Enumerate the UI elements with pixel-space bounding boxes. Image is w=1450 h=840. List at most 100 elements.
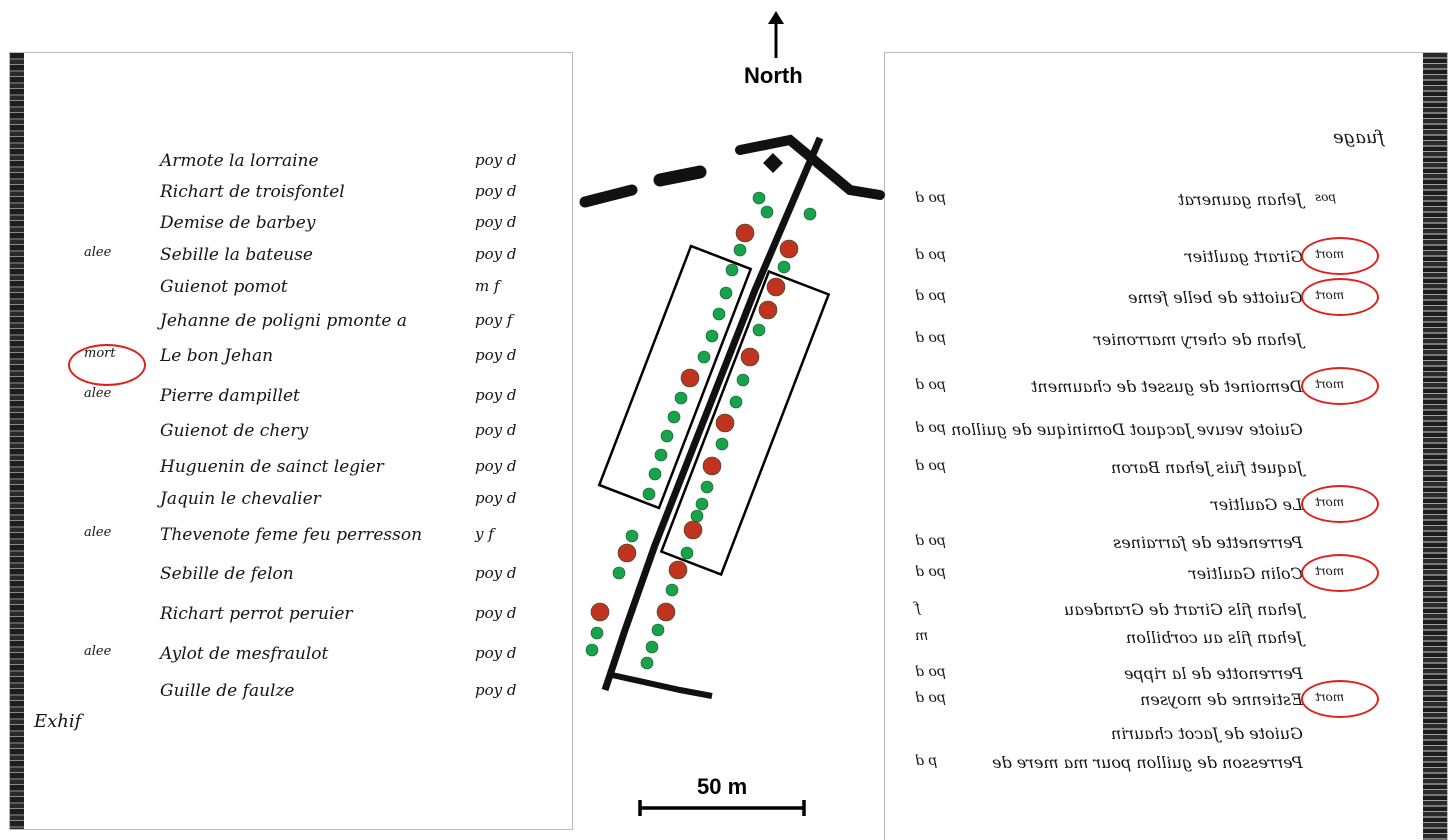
entry-name: Demise de barbey <box>160 213 316 233</box>
entry-name: Thevenote feme feu perresson <box>160 525 423 545</box>
entry-mark: alee <box>84 644 112 659</box>
entry-amount: y f <box>475 525 494 543</box>
road-map <box>579 134 885 699</box>
left-corner-note: Exhif <box>34 711 82 732</box>
red-site-marker <box>715 413 735 433</box>
death-mark-circle <box>1301 554 1379 592</box>
entry-amount: poy d <box>475 421 517 439</box>
green-site-marker <box>665 583 679 597</box>
green-site-marker <box>625 529 639 543</box>
green-site-marker <box>645 640 659 654</box>
green-site-marker <box>695 497 709 511</box>
entry-amount: poy d <box>475 386 517 404</box>
green-site-marker <box>651 623 665 637</box>
register-entry: Sebille la bateuse poy d alee <box>10 245 572 279</box>
entry-name: Sebille la bateuse <box>160 245 313 265</box>
green-site-marker <box>660 429 674 443</box>
register-entry: Thevenote feme feu perresson y f alee <box>10 525 572 559</box>
entry-mark: alee <box>84 245 112 260</box>
register-entry: Richart de troisfontel poy d <box>10 182 572 216</box>
survey-box-east <box>659 269 831 577</box>
entry-name: Huguenin de sainct legier <box>160 457 384 477</box>
red-site-marker <box>680 368 700 388</box>
entry-name: Armote la lorraine <box>160 151 319 171</box>
register-entry: Richart perrot peruier poy d <box>10 604 572 638</box>
red-site-marker <box>735 223 755 243</box>
register-entry: Armote la lorraine poy d <box>10 151 572 185</box>
marker-layer <box>585 191 817 670</box>
green-site-marker <box>667 410 681 424</box>
entry-mark: alee <box>84 525 112 540</box>
green-site-marker <box>674 391 688 405</box>
entry-name: Guienot pomot <box>160 277 288 297</box>
entry-amount: poy d <box>475 245 517 263</box>
entry-amount: poy d <box>475 644 517 662</box>
entry-amount: poy d <box>475 604 517 622</box>
green-site-marker <box>719 286 733 300</box>
register-entry: Guille de faulze poy d <box>10 681 572 715</box>
register-entry: Pierre dampillet poy d alee <box>10 386 572 420</box>
red-site-marker <box>683 520 703 540</box>
green-site-marker <box>585 643 599 657</box>
death-mark-circle <box>1301 278 1379 316</box>
entry-name: Le bon Jehan <box>160 346 274 366</box>
red-site-marker <box>668 560 688 580</box>
entry-name: Pierre dampillet <box>160 386 300 406</box>
entry-amount: m f <box>475 277 500 295</box>
left-register-page: Armote la lorraine poy d Richart de troisf… <box>9 52 573 830</box>
entry-amount: poy d <box>475 564 517 582</box>
entry-name: Aylot de mesfraulot <box>160 644 329 664</box>
north-arrow <box>768 11 784 58</box>
entry-name: Jaquin le chevalier <box>160 489 321 509</box>
red-site-marker <box>617 543 637 563</box>
register-entry: Jaquin le chevalier poy d <box>10 489 572 523</box>
red-site-marker <box>758 300 778 320</box>
entry-amount: poy d <box>475 681 517 699</box>
death-mark-circle <box>1301 680 1379 718</box>
entry-amount: poy d <box>475 489 517 507</box>
red-site-marker <box>779 239 799 259</box>
right-register-page: fuage Jehan gaunerat po d pos Girart gaulti… <box>884 52 1448 840</box>
page-edge-shadow <box>10 53 24 829</box>
survey-box-west <box>597 244 753 510</box>
entry-amount: poy d <box>475 213 517 231</box>
death-mark-circle <box>68 344 146 386</box>
green-site-marker <box>733 243 747 257</box>
register-entry: Jehanne de poligni pmonte a poy f <box>10 311 572 345</box>
green-site-marker <box>700 480 714 494</box>
green-site-marker <box>612 566 626 580</box>
green-site-marker <box>803 207 817 221</box>
entry-name: Guienot de chery <box>160 421 309 441</box>
green-site-marker <box>777 260 791 274</box>
red-site-marker <box>766 277 786 297</box>
red-site-marker <box>740 347 760 367</box>
red-site-marker <box>590 602 610 622</box>
register-entry: Guienot pomot m f <box>10 277 572 311</box>
entry-name: Sebille de felon <box>160 564 294 584</box>
death-mark-circle <box>1301 367 1379 405</box>
register-entry: Guienot de chery poy d <box>10 421 572 455</box>
green-site-marker <box>642 487 656 501</box>
register-entry: Demise de barbey poy d <box>10 213 572 247</box>
green-site-marker <box>715 437 729 451</box>
register-entry: Huguenin de sainct legier poy d <box>10 457 572 491</box>
green-site-marker <box>648 467 662 481</box>
entry-amount: poy f <box>475 311 513 329</box>
green-site-marker <box>680 546 694 560</box>
register-entry: Aylot de mesfraulot poy d alee <box>10 644 572 678</box>
green-site-marker <box>729 395 743 409</box>
page-edge-shadow <box>1423 53 1447 840</box>
entry-name: Richart de troisfontel <box>160 182 345 202</box>
entry-name: Guille de faulze <box>160 681 295 701</box>
entry-amount: poy d <box>475 182 517 200</box>
green-site-marker <box>752 191 766 205</box>
entry-amount: poy d <box>475 346 517 364</box>
entry-name: Richart perrot peruier <box>160 604 353 624</box>
green-site-marker <box>725 263 739 277</box>
green-site-marker <box>654 448 668 462</box>
green-site-marker <box>736 373 750 387</box>
green-site-marker <box>752 323 766 337</box>
entry-amount: poy d <box>475 457 517 475</box>
green-site-marker <box>697 350 711 364</box>
north-label: North <box>744 63 803 88</box>
